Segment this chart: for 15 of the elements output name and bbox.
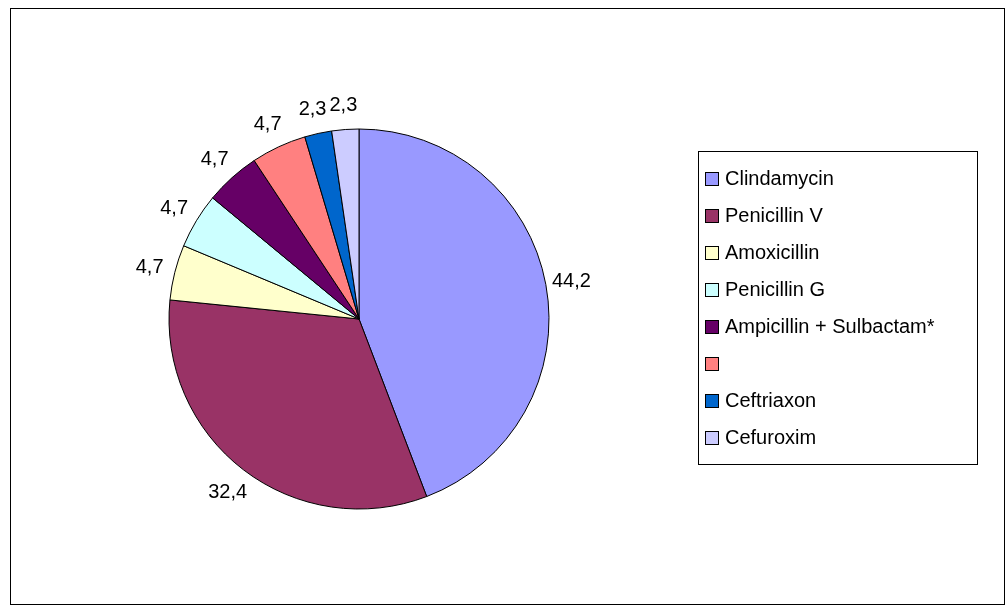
data-label: 4,7: [200, 147, 229, 170]
data-label: 44,2: [551, 268, 591, 291]
data-label: 2,3: [298, 97, 327, 120]
legend-label: Ampicillin + Sulbactam*: [725, 315, 935, 338]
data-label: 32,4: [208, 479, 248, 502]
legend-label: Cefuroxim: [725, 426, 817, 449]
legend-label: Penicillin V: [725, 204, 823, 227]
legend-label: Penicillin G: [725, 278, 826, 301]
data-label: 2,3: [329, 92, 358, 115]
legend-label: Amoxicillin: [725, 241, 820, 264]
legend-label: Ceftriaxon: [725, 389, 817, 412]
data-label: 4,7: [135, 254, 164, 277]
legend-label: Clindamycin: [725, 167, 834, 190]
data-label: 4,7: [160, 196, 189, 219]
data-label: 4,7: [253, 112, 282, 135]
